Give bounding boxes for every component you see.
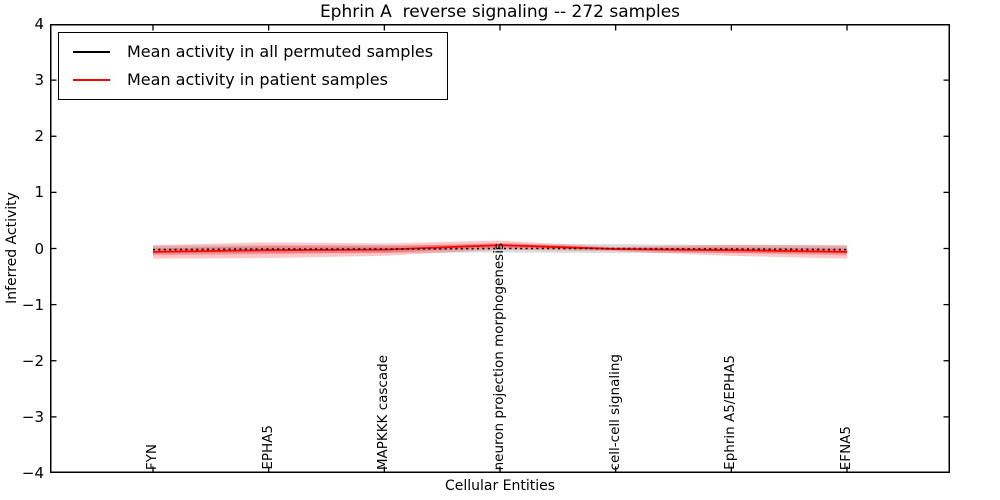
patient-mean-line: [152, 244, 848, 253]
legend-item-patient: Mean activity in patient samples: [73, 70, 433, 89]
legend: Mean activity in all permuted samples Me…: [58, 32, 449, 100]
plot-canvas: [50, 24, 950, 473]
patient-std-band-outer: [153, 240, 847, 259]
y-tick-labels: 4 3 2 1 0 −1 −2 −3 −4: [0, 15, 44, 482]
legend-label-patient: Mean activity in patient samples: [127, 70, 388, 89]
x-tick-label: EPHA5: [259, 425, 276, 470]
x-tick-label: neuron projection morphogenesis: [491, 242, 507, 470]
plot-border: [50, 24, 950, 473]
y-tick-label: 2: [34, 127, 44, 146]
y-tick-label: −2: [21, 351, 44, 370]
x-tick-label: FYN: [144, 443, 160, 470]
y-tick-label: 0: [34, 239, 44, 258]
permuted-mean-line: [152, 247, 848, 251]
x-tick-label: EFNA5: [838, 425, 854, 470]
chart-title: Ephrin A reverse signaling -- 272 sample…: [319, 2, 681, 22]
y-tick-label: −1: [21, 295, 44, 314]
y-tick-label: 3: [34, 71, 44, 90]
y-tick-label: 1: [34, 183, 44, 202]
x-tick-label: cell-cell signaling: [606, 353, 623, 470]
x-axis-label: Cellular Entities: [444, 478, 556, 494]
plot-area: FYN EPHA5 MAPKKK cascade neuron projection …: [50, 24, 950, 473]
patient-std-band-inner: [153, 242, 847, 256]
legend-item-permuted: Mean activity in all permuted samples: [73, 42, 433, 61]
x-tick-label: Ephrin A5/EPHA5: [722, 355, 739, 470]
x-tick-label: MAPKKK cascade: [375, 354, 392, 470]
y-tick-label: 4: [34, 15, 44, 33]
y-tick-label: −3: [21, 407, 44, 426]
legend-line-sample-red: [73, 78, 110, 81]
legend-line-sample-black: [73, 50, 110, 53]
legend-label-permuted: Mean activity in all permuted samples: [127, 42, 434, 61]
y-tick-label: −4: [21, 464, 44, 482]
